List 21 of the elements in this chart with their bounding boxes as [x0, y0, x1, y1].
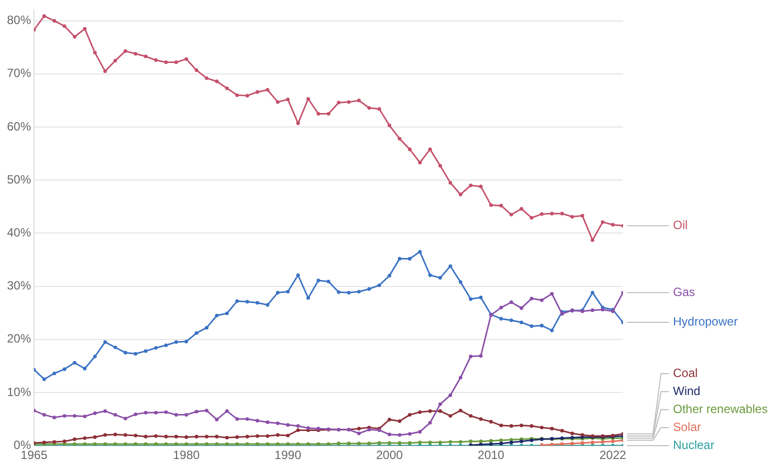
y-tick-label: 40% — [6, 226, 32, 240]
text: Solar — [673, 420, 702, 434]
y-tick-label: 10% — [6, 384, 32, 399]
text: Wind — [673, 384, 700, 398]
text: Nuclear — [673, 438, 714, 452]
text: Other renewables — [673, 402, 768, 416]
x-tick-label: 2000 — [376, 448, 404, 462]
text: Hydropower — [673, 314, 738, 329]
text: Coal — [673, 366, 698, 380]
y-tick-label: 60% — [6, 119, 32, 134]
y-tick-label: 70% — [6, 66, 32, 80]
y-tick-label: 50% — [6, 172, 32, 186]
x-tick-label: 1980 — [172, 448, 200, 462]
x-tick-label: 1990 — [274, 448, 302, 462]
y-tick-label: 80% — [6, 13, 32, 28]
text: Gas — [673, 284, 696, 299]
x-tick-label: 2022 — [599, 448, 627, 462]
y-tick-label: 20% — [6, 332, 32, 346]
text: Oil — [673, 218, 688, 232]
x-tick-label: 2010 — [478, 448, 505, 462]
y-tick-label: 30% — [6, 278, 32, 293]
